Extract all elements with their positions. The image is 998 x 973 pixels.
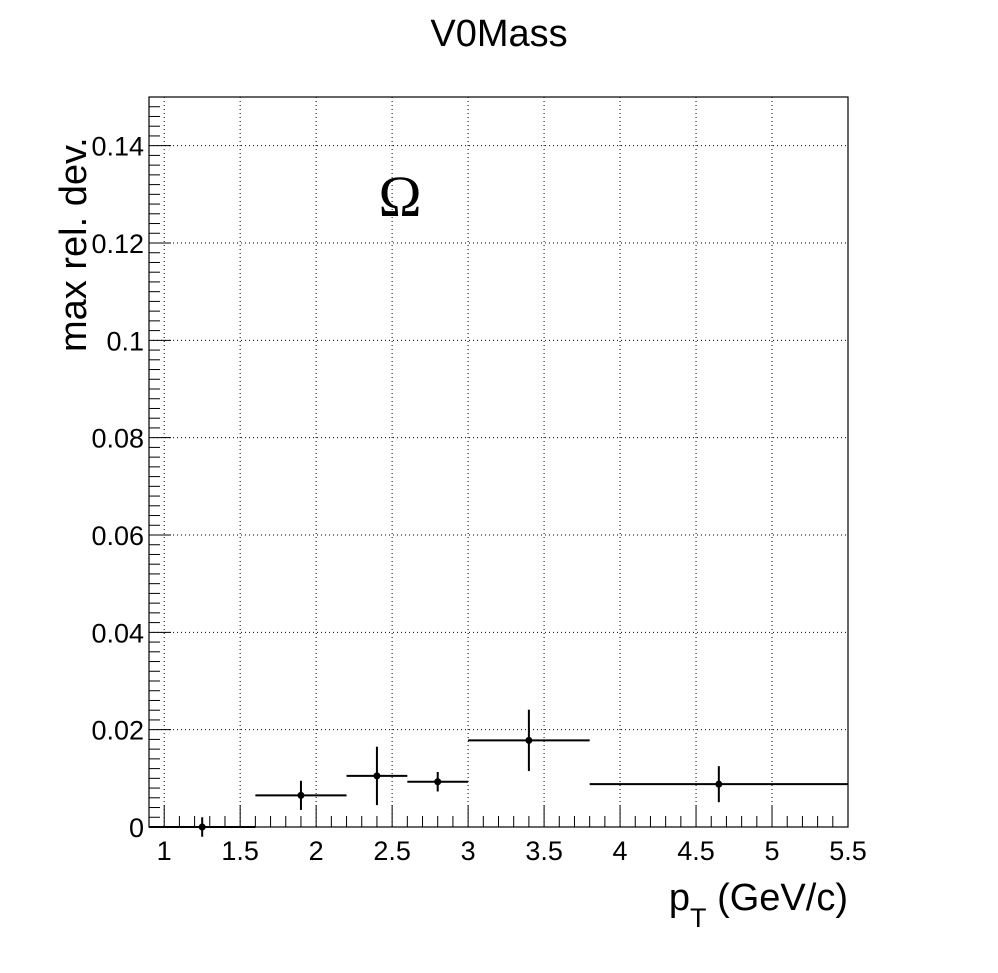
x-tick-label: 5.5 (829, 836, 867, 866)
grid (149, 97, 848, 827)
axis-ticks (148, 96, 849, 828)
x-axis-label: pT (GeV/c) (669, 877, 848, 933)
x-tick-label: 2.5 (373, 836, 411, 866)
y-tick-label: 0.02 (91, 716, 144, 746)
point-marker (434, 778, 442, 786)
x-tick-label: 5 (765, 836, 780, 866)
data-points (149, 709, 848, 837)
x-tick-label: 4 (613, 836, 628, 866)
x-tick-label: 3 (461, 836, 476, 866)
chart-title: V0Mass (430, 13, 567, 55)
y-axis-label: max rel. dev. (53, 137, 95, 352)
x-tick-labels: 1 1.5 2 2.5 3 3.5 4 4.5 5 5.5 (157, 836, 867, 866)
y-tick-label: 0 (129, 813, 144, 843)
x-axis-label-units: (GeV/c) (707, 877, 848, 919)
data-point (346, 746, 408, 806)
x-tick-label: 2 (309, 836, 324, 866)
omega-annotation: Ω (378, 164, 421, 229)
y-tick-label: 0.1 (106, 326, 144, 356)
point-marker (198, 823, 206, 831)
point-marker (525, 736, 533, 744)
y-tick-label: 0.14 (91, 132, 144, 162)
data-point (255, 780, 347, 810)
data-point (589, 766, 848, 803)
y-tick-label: 0.04 (91, 618, 144, 648)
point-marker (297, 791, 305, 799)
data-point (468, 709, 590, 772)
point-marker (373, 772, 381, 780)
y-tick-label: 0.12 (91, 229, 144, 259)
y-tick-label: 0.08 (91, 424, 144, 454)
x-axis-label-sub: T (690, 903, 707, 933)
x-axis-label-p: p (669, 877, 690, 919)
data-point (149, 817, 256, 837)
y-tick-label: 0.06 (91, 521, 144, 551)
x-tick-label: 4.5 (677, 836, 715, 866)
point-marker (715, 780, 723, 788)
plot-frame (148, 96, 849, 828)
x-tick-label: 1.5 (221, 836, 259, 866)
data-point (407, 772, 469, 792)
y-tick-labels: 0 0.02 0.04 0.06 0.08 0.1 0.12 0.14 (91, 132, 144, 843)
x-tick-label: 1 (157, 836, 172, 866)
x-tick-label: 3.5 (525, 836, 563, 866)
